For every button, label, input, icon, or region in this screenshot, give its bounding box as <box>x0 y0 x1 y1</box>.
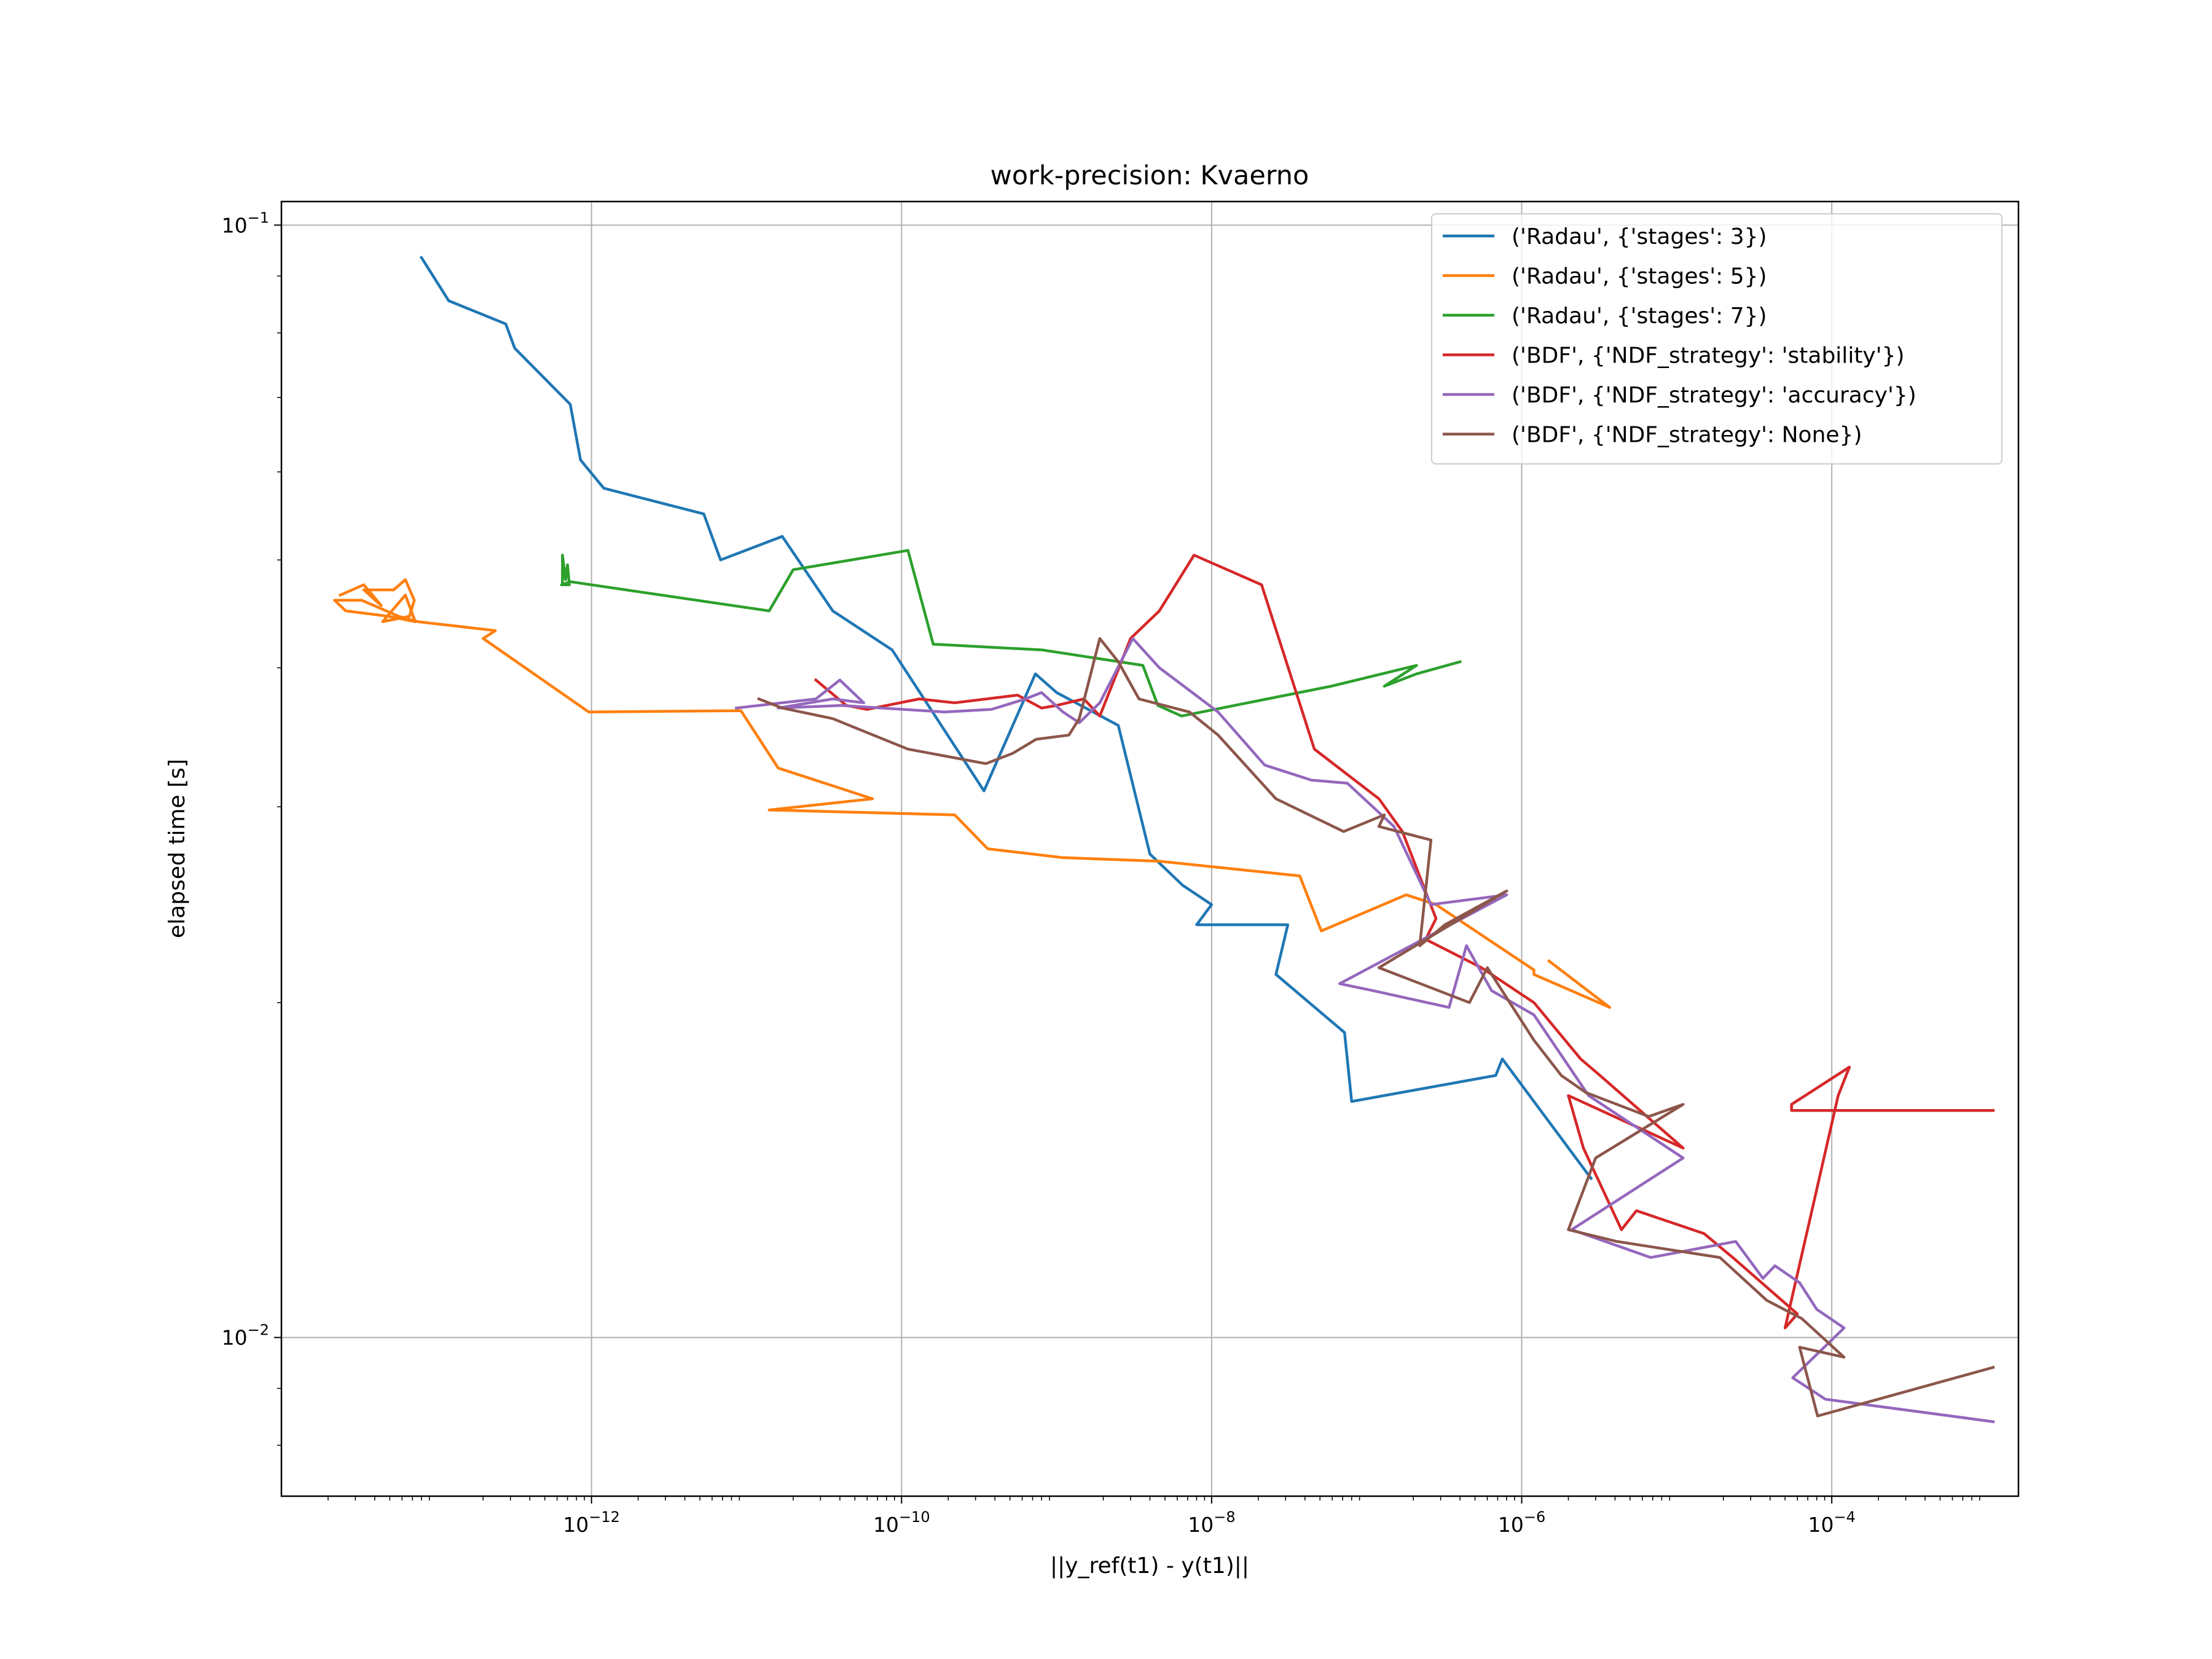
x-tick-label: 10−12 <box>563 1508 620 1537</box>
series-line-2 <box>333 578 1612 1009</box>
legend-label: ('Radau', {'stages': 3}) <box>1512 224 1767 249</box>
legend-label: ('BDF', {'NDF_strategy': None}) <box>1512 423 1862 448</box>
series-line-6 <box>756 637 1995 1418</box>
series-layer <box>333 256 1995 1424</box>
series-line-1 <box>419 256 1593 1180</box>
y-tick-label: 10−2 <box>222 1322 269 1350</box>
legend-label: ('Radau', {'stages': 7}) <box>1512 304 1767 329</box>
legend-box <box>1431 213 2002 465</box>
series-line-5 <box>734 637 1995 1424</box>
legend-label: ('BDF', {'NDF_strategy': 'accuracy'}) <box>1512 383 1916 408</box>
y-axis-title: elapsed time [s] <box>165 759 190 938</box>
legend: ('Radau', {'stages': 3}) ('Radau', {'stag… <box>1431 213 2002 465</box>
legend-label: ('Radau', {'stages': 5}) <box>1512 264 1767 289</box>
chart-title: work-precision: Kvaerno <box>990 160 1309 191</box>
x-tick-label: 10−8 <box>1188 1508 1235 1537</box>
x-tick-label: 10−10 <box>873 1508 930 1537</box>
x-tick-label: 10−4 <box>1808 1508 1855 1537</box>
series-line-3 <box>560 549 1462 718</box>
x-tick-label: 10−6 <box>1498 1508 1545 1537</box>
x-axis-title: ||y_ref(t1) - y(t1)|| <box>1050 1553 1249 1579</box>
y-tick-label: 10−1 <box>222 209 269 237</box>
ticks: 10−12 10−10 10−8 10−6 10−4 10−1 10−2 <box>222 209 1980 1537</box>
legend-label: ('BDF', {'NDF_strategy': 'stability'}) <box>1512 343 1905 369</box>
